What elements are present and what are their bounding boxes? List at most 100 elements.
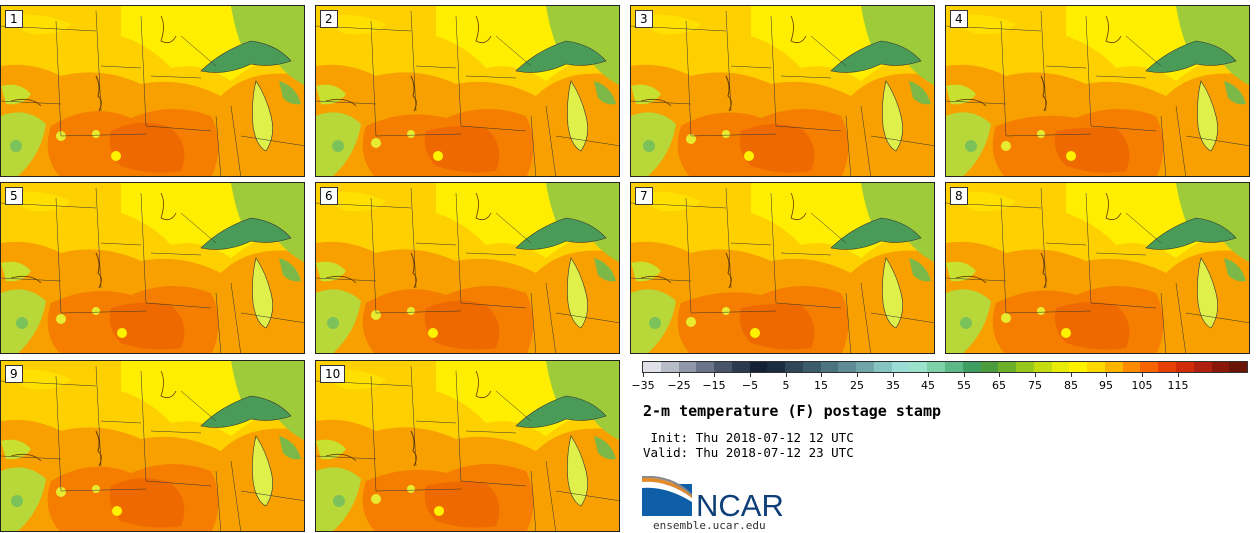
colorbar-tick — [964, 373, 965, 377]
colorbar-bin-10 — [820, 362, 839, 372]
colorbar-tick — [928, 373, 929, 377]
ensemble-member-panel-8: 8 — [945, 182, 1250, 354]
logo-text: NCAR — [696, 488, 784, 520]
colorbar-tick — [750, 373, 751, 377]
colorbar-bin-8 — [785, 362, 803, 372]
colorbar-bin-33 — [1229, 362, 1248, 372]
colorbar-tick — [821, 373, 822, 377]
colorbar-bin-29 — [1158, 362, 1176, 372]
temperature-map-4 — [946, 6, 1249, 176]
temperature-colorbar — [642, 361, 1248, 373]
colorbar-bin-5 — [731, 362, 750, 372]
colorbar-bin-25 — [1087, 362, 1105, 372]
colorbar-bin-9 — [802, 362, 821, 372]
temperature-map-9 — [1, 361, 304, 531]
ensemble-member-panel-6: 6 — [315, 182, 620, 354]
colorbar-bin-13 — [873, 362, 892, 372]
colorbar-tick-label: −35 — [631, 379, 655, 392]
panel-number-5: 5 — [5, 187, 23, 205]
colorbar-bin-6 — [749, 362, 768, 372]
panel-number-4: 4 — [950, 10, 968, 28]
colorbar-bin-23 — [1051, 362, 1070, 372]
temperature-map-2 — [316, 6, 619, 176]
colorbar-bin-11 — [838, 362, 857, 372]
colorbar-tick-label: 115 — [1167, 379, 1189, 392]
panel-number-7: 7 — [635, 187, 653, 205]
colorbar-tick — [1178, 373, 1179, 377]
colorbar-bin-31 — [1193, 362, 1212, 372]
colorbar-tick-label: −15 — [702, 379, 726, 392]
colorbar-tick-label: 5 — [782, 379, 790, 392]
ensemble-member-panel-1: 1 — [0, 5, 305, 177]
colorbar-bin-22 — [1033, 362, 1052, 372]
colorbar-tick-label: 75 — [1028, 379, 1042, 392]
colorbar-tick-label: −5 — [741, 379, 759, 392]
temperature-map-1 — [1, 6, 304, 176]
colorbar-bin-3 — [696, 362, 715, 372]
ensemble-member-panel-5: 5 — [0, 182, 305, 354]
colorbar-bin-17 — [945, 362, 963, 372]
page-title: 2-m temperature (F) postage stamp — [643, 402, 942, 420]
colorbar-bin-1 — [660, 362, 679, 372]
colorbar-tick-label: 25 — [850, 379, 864, 392]
colorbar-bin-26 — [1104, 362, 1123, 372]
colorbar-bin-32 — [1211, 362, 1230, 372]
colorbar-bin-14 — [891, 362, 910, 372]
colorbar-tick-label: 45 — [921, 379, 935, 392]
colorbar-tick — [857, 373, 858, 377]
ensemble-member-panel-4: 4 — [945, 5, 1250, 177]
temperature-map-7 — [631, 183, 934, 353]
temperature-map-5 — [1, 183, 304, 353]
colorbar-bin-19 — [980, 362, 999, 372]
colorbar-bin-12 — [856, 362, 874, 372]
panel-number-1: 1 — [5, 10, 23, 28]
site-url: ensemble.ucar.edu — [653, 519, 766, 532]
colorbar-tick-label: 15 — [814, 379, 828, 392]
panel-number-6: 6 — [320, 187, 338, 205]
colorbar-ticks: −35 −25 −15 −5 5 15 25 35 45 55 65 75 85 95 105 115 — [631, 373, 1248, 395]
colorbar-tick-label: 85 — [1064, 379, 1078, 392]
ncar-logo: NCAR — [642, 476, 784, 520]
colorbar-bin-15 — [909, 362, 928, 372]
colorbar-tick — [714, 373, 715, 377]
colorbar-tick — [643, 373, 644, 377]
colorbar-tick — [1035, 373, 1036, 377]
panel-number-8: 8 — [950, 187, 968, 205]
colorbar-tick-label: 65 — [992, 379, 1006, 392]
temperature-map-8 — [946, 183, 1249, 353]
colorbar-tick-label: 55 — [957, 379, 971, 392]
colorbar-bin-0 — [643, 362, 661, 372]
colorbar-bin-2 — [678, 362, 697, 372]
colorbar-bin-20 — [998, 362, 1017, 372]
colorbar-bin-4 — [714, 362, 732, 372]
colorbar-tick — [679, 373, 680, 377]
colorbar-bin-16 — [927, 362, 946, 372]
colorbar-bin-21 — [1016, 362, 1034, 372]
colorbar-tick-label: 105 — [1131, 379, 1153, 392]
temperature-map-3 — [631, 6, 934, 176]
ensemble-member-panel-7: 7 — [630, 182, 935, 354]
colorbar-bin-24 — [1069, 362, 1088, 372]
colorbar-bin-18 — [962, 362, 981, 372]
ensemble-member-panel-9: 9 — [0, 360, 305, 532]
init-time: Init: Thu 2018-07-12 12 UTC — [643, 430, 854, 445]
colorbar-bin-28 — [1140, 362, 1159, 372]
colorbar-tick — [893, 373, 894, 377]
colorbar-bin-30 — [1175, 362, 1194, 372]
valid-time: Valid: Thu 2018-07-12 23 UTC — [643, 445, 854, 460]
colorbar-tick-label: 95 — [1099, 379, 1113, 392]
colorbar-bin-7 — [767, 362, 786, 372]
panel-number-9: 9 — [5, 365, 23, 383]
panel-number-2: 2 — [320, 10, 338, 28]
panel-number-10: 10 — [320, 365, 346, 383]
panel-number-3: 3 — [635, 10, 653, 28]
temperature-map-10 — [316, 361, 619, 531]
colorbar-tick-label: −25 — [667, 379, 691, 392]
colorbar-tick-label: 35 — [886, 379, 900, 392]
colorbar-tick — [999, 373, 1000, 377]
temperature-map-6 — [316, 183, 619, 353]
colorbar-tick — [786, 373, 787, 377]
colorbar-bin-27 — [1122, 362, 1141, 372]
ensemble-member-panel-3: 3 — [630, 5, 935, 177]
colorbar-tick — [1071, 373, 1072, 377]
